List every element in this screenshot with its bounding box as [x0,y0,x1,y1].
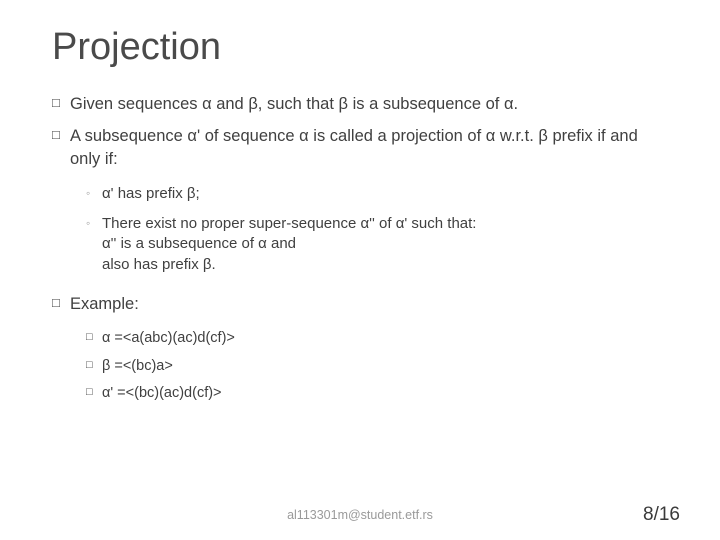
bullet-text: α' =<(bc)(ac)d(cf)> [102,384,668,404]
example-alpha-prime: □ α' =<(bc)(ac)d(cf)> [86,384,668,404]
ring-bullet-icon: ◦ [86,185,102,201]
bullet-example: □ Example: [52,293,668,315]
slide: Projection □ Given sequences α and β, su… [0,0,720,540]
bullet-text: There exist no proper super-sequence α''… [102,214,668,275]
example-beta: □ β =<(bc)a> [86,357,668,377]
square-bullet-icon: □ [86,385,102,400]
bullet-text: Example: [70,293,668,315]
example-alpha: □ α =<a(abc)(ac)d(cf)> [86,329,668,349]
bullet-text: β =<(bc)a> [102,357,668,377]
bullet-definition: □ A subsequence α' of sequence α is call… [52,125,668,170]
subbullet-prefix: ◦ α' has prefix β; [86,184,668,204]
slide-title: Projection [52,26,668,69]
footer-page-number: 8/16 [643,504,680,526]
ring-bullet-icon: ◦ [86,215,102,231]
bullet-text: α' has prefix β; [102,184,668,204]
square-bullet-icon: □ [52,94,70,112]
bullet-given: □ Given sequences α and β, such that β i… [52,93,668,115]
subbullet-super-sequence: ◦ There exist no proper super-sequence α… [86,214,668,275]
square-bullet-icon: □ [52,294,70,312]
bullet-text: A subsequence α' of sequence α is called… [70,125,668,170]
square-bullet-icon: □ [52,126,70,144]
bullet-text: α =<a(abc)(ac)d(cf)> [102,329,668,349]
square-bullet-icon: □ [86,330,102,345]
bullet-text: Given sequences α and β, such that β is … [70,93,668,115]
square-bullet-icon: □ [86,358,102,373]
footer-email: al113301m@student.etf.rs [0,508,720,522]
